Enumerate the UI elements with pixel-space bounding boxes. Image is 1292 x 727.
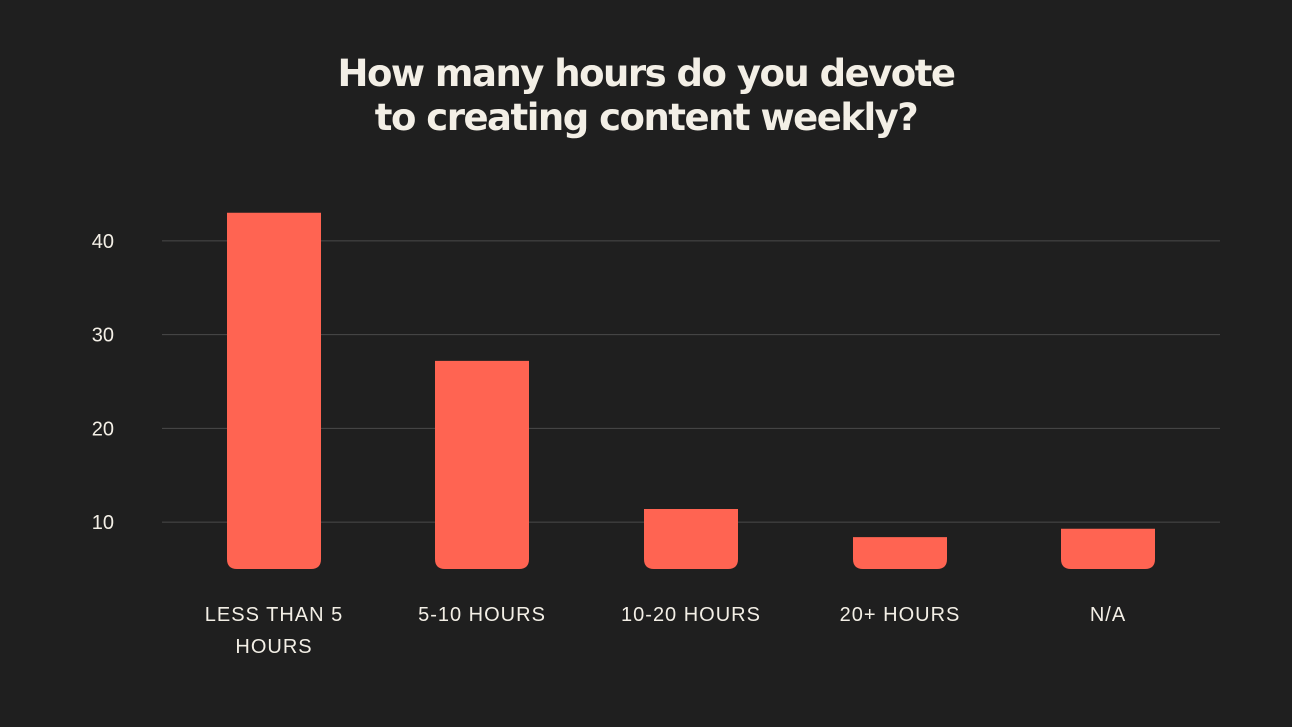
x-category-label: 20+ HOURS: [840, 604, 961, 626]
x-category-label: N/A: [1090, 604, 1126, 626]
y-tick-label: 40: [92, 231, 114, 253]
x-category-label: 5-10 HOURS: [418, 604, 546, 626]
bar-0: [227, 212, 321, 569]
y-axis-ticks: 10 20 30 40: [92, 231, 114, 534]
y-tick-label: 30: [92, 325, 114, 347]
bar-3: [853, 537, 947, 569]
x-category-label: HOURS: [235, 636, 312, 658]
y-tick-label: 10: [92, 512, 114, 534]
y-tick-label: 20: [92, 418, 114, 440]
bar-4: [1061, 528, 1155, 569]
x-category-label: LESS THAN 5: [205, 604, 343, 626]
bars: [227, 212, 1155, 569]
x-axis-labels: LESS THAN 5 HOURS 5-10 HOURS 10-20 HOURS 20+…: [205, 604, 1126, 658]
bar-2: [644, 509, 738, 569]
chart-title-line-2: to creating content weekly?: [374, 96, 919, 139]
x-category-label: 10-20 HOURS: [621, 604, 761, 626]
bar-1: [435, 360, 529, 569]
chart-title: How many hours do you devote to creating…: [0, 52, 1292, 140]
chart-title-line-1: How many hours do you devote: [337, 52, 956, 95]
